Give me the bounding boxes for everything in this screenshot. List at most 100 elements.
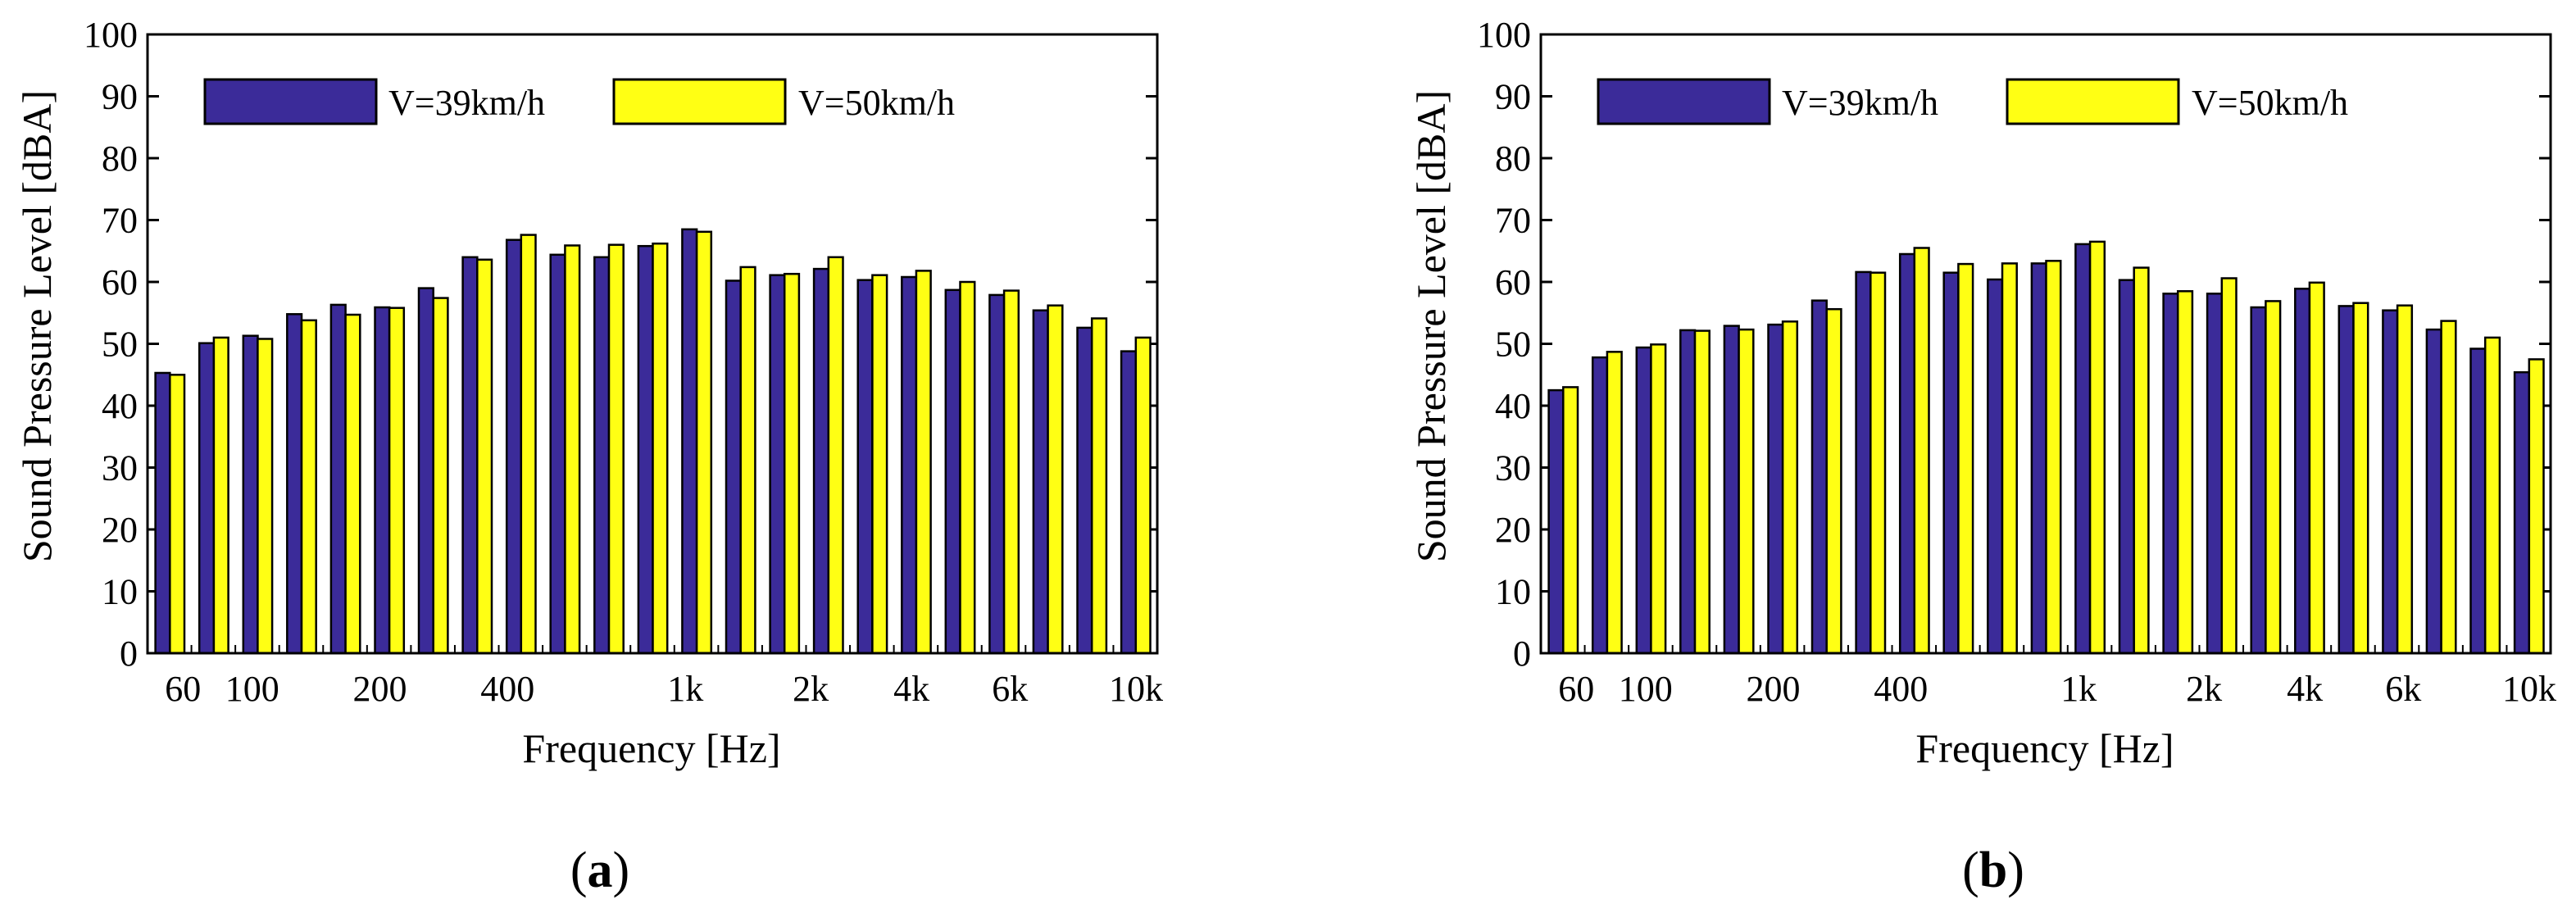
bar-v50-160 (344, 313, 361, 655)
bar-v39-200 (374, 306, 391, 655)
bar-v39-100 (242, 334, 259, 655)
bar-v39-63 (154, 371, 171, 655)
bar-v39-100 (1635, 346, 1652, 655)
bar-v50-1250 (2133, 266, 2150, 655)
y-tick-label: 80 (102, 139, 138, 179)
bar-v39-125 (1679, 329, 1697, 655)
chart-panel-a: Sound Pressure Level [dBA] Frequency [Hz… (14, 15, 1163, 898)
x-tick-label: 100 (1619, 669, 1673, 709)
x-tick-label: 10k (2502, 669, 2556, 709)
caption-letter: a (588, 843, 613, 898)
bar-v39-1600 (769, 274, 786, 655)
y-tick-label: 50 (1495, 325, 1531, 365)
x-tick-label: 1k (2060, 669, 2097, 709)
legend: V=39km/h V=50km/h (203, 78, 955, 125)
panel-caption: (b) (1962, 843, 2024, 898)
x-tick-label: 6k (2385, 669, 2421, 709)
y-axis-title: Sound Pressure Level [dBA] (1408, 90, 1454, 562)
y-tick-label: 10 (1495, 572, 1531, 612)
bar-v39-80 (198, 342, 216, 655)
bar-v50-800 (652, 242, 669, 655)
bar-v39-315 (1855, 270, 1872, 655)
axis-ticks: 0 10 20 30 40 50 60 70 80 90 100 60 100 200 400 1k 2k 4k 6… (1477, 15, 2556, 709)
y-tick-label: 100 (84, 15, 138, 55)
bar-v50-2500 (871, 274, 888, 655)
bar-v50-4000 (959, 280, 976, 655)
y-tick-label: 0 (1513, 634, 1531, 674)
y-tick-label: 20 (1495, 510, 1531, 550)
bar-v39-250 (417, 287, 434, 655)
bar-v39-80 (1591, 356, 1609, 655)
bars (154, 228, 1152, 655)
bar-v39-10000 (2513, 370, 2531, 655)
bar-v39-6300 (2425, 328, 2442, 655)
bar-v39-500 (1942, 271, 1960, 655)
bar-v50-400 (1913, 247, 1930, 655)
bar-v50-800 (2045, 260, 2062, 655)
x-tick-label: 4k (893, 669, 929, 709)
y-tick-label: 10 (102, 572, 138, 612)
bar-v50-200 (388, 307, 406, 655)
bar-v39-500 (549, 253, 566, 655)
caption-close-paren: ) (613, 843, 630, 898)
bar-v39-2500 (2250, 306, 2267, 655)
bar-v39-800 (2030, 262, 2047, 655)
y-tick-label: 0 (120, 634, 138, 674)
bar-v50-6300 (1047, 304, 1064, 655)
bar-v39-10000 (1120, 350, 1138, 655)
bar-v50-160 (1738, 328, 1755, 655)
legend-label-v39: V=39km/h (1782, 83, 1938, 123)
bar-v50-2000 (2220, 277, 2238, 655)
bar-v50-3150 (915, 270, 932, 655)
bar-v50-1000 (2088, 240, 2106, 655)
legend-label-v39: V=39km/h (388, 83, 545, 123)
x-tick-label: 10k (1109, 669, 1163, 709)
x-axis-title: Frequency [Hz] (522, 725, 780, 771)
bar-v50-250 (1825, 307, 1842, 655)
bar-v39-3150 (901, 275, 918, 655)
bar-v50-10000 (1134, 336, 1152, 655)
bar-v39-315 (461, 256, 479, 655)
bar-v39-250 (1810, 299, 1828, 655)
y-axis-title: Sound Pressure Level [dBA] (14, 90, 60, 562)
plot-frame (146, 33, 1159, 655)
legend-swatch-v39 (1597, 78, 1771, 125)
bar-v39-2500 (856, 279, 874, 655)
bar-v50-100 (1650, 343, 1667, 655)
bar-v50-3150 (2308, 281, 2325, 655)
bar-v50-1000 (695, 230, 713, 655)
bar-v50-63 (1562, 386, 1579, 655)
bar-v50-1600 (783, 272, 801, 655)
legend: V=39km/h V=50km/h (1597, 78, 2348, 125)
bar-v39-400 (505, 238, 523, 655)
bar-v50-200 (1781, 320, 1799, 655)
bar-v50-630 (2001, 262, 2018, 655)
bar-v50-125 (1693, 329, 1711, 655)
x-tick-label: 4k (2287, 669, 2323, 709)
bar-v39-63 (1547, 388, 1565, 655)
bar-v39-6300 (1032, 309, 1049, 655)
bar-v50-125 (300, 319, 317, 655)
bar-v39-2000 (2206, 293, 2224, 655)
x-tick-label: 1k (667, 669, 703, 709)
x-tick-label: 6k (992, 669, 1028, 709)
chart-panel-b: Sound Pressure Level [dBA] Frequency [Hz… (1408, 15, 2556, 898)
bar-v50-500 (564, 244, 581, 655)
x-tick-label: 400 (480, 669, 534, 709)
y-tick-label: 70 (102, 201, 138, 241)
x-tick-label: 200 (353, 669, 407, 709)
x-tick-label: 2k (793, 669, 829, 709)
y-tick-label: 50 (102, 325, 138, 365)
bar-v39-4000 (2337, 305, 2355, 655)
bar-v39-5000 (988, 293, 1006, 655)
bar-v50-250 (432, 297, 449, 655)
y-tick-label: 20 (102, 510, 138, 550)
bar-v39-630 (1987, 278, 2004, 655)
bar-v39-8000 (2469, 347, 2487, 655)
x-tick-label: 60 (165, 669, 201, 709)
plot-frame (1539, 33, 2552, 655)
bar-v50-315 (1870, 271, 1887, 655)
bar-v39-1000 (2074, 243, 2092, 655)
y-tick-label: 30 (1495, 448, 1531, 488)
bar-v39-4000 (944, 288, 961, 655)
